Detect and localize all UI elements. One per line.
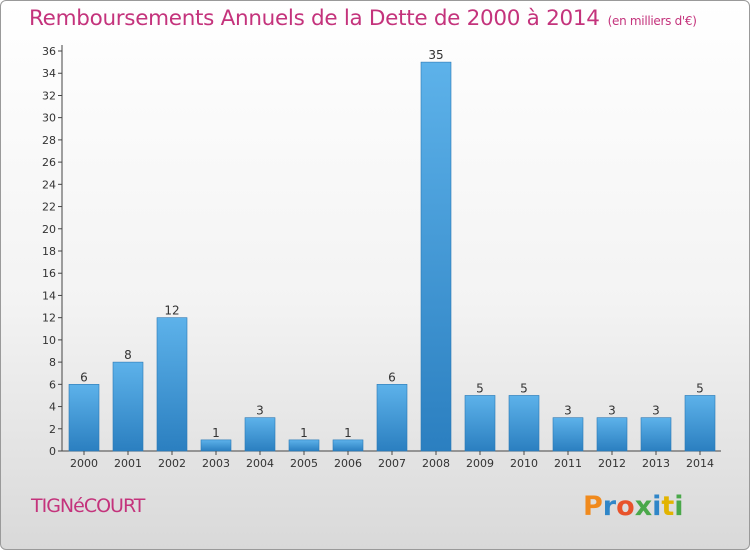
y-tick-label: 8 (49, 356, 56, 369)
x-tick-label: 2004 (246, 457, 274, 470)
bar (332, 439, 364, 452)
bar (112, 361, 144, 452)
value-label: 3 (256, 404, 264, 418)
logo-letter: x (634, 491, 653, 522)
x-tick-label: 2011 (554, 457, 582, 470)
value-label: 3 (652, 404, 660, 418)
y-tick-label: 34 (42, 67, 56, 80)
bar (200, 439, 232, 452)
y-tick-label: 10 (42, 334, 56, 347)
value-label: 5 (520, 381, 528, 395)
x-tick-label: 2000 (70, 457, 98, 470)
bar (464, 395, 496, 452)
logo-letter: i (674, 491, 684, 522)
x-tick-label: 2012 (598, 457, 626, 470)
value-label: 3 (564, 404, 572, 418)
value-label: 3 (608, 404, 616, 418)
chart-title: Remboursements Annuels de la Dette de 20… (29, 6, 697, 31)
value-label: 6 (388, 370, 396, 384)
y-tick-label: 0 (49, 445, 56, 458)
value-label: 6 (80, 370, 88, 384)
y-tick-label: 24 (42, 178, 56, 191)
bar (68, 384, 100, 452)
y-tick-label: 22 (42, 201, 56, 214)
y-tick-label: 16 (42, 267, 56, 280)
bar (552, 417, 584, 452)
y-tick-label: 2 (49, 423, 56, 436)
y-tick-label: 28 (42, 134, 56, 147)
chart-title-text: Remboursements Annuels de la Dette de 20… (29, 6, 600, 31)
y-tick-label: 30 (42, 112, 56, 125)
logo-letter: t (661, 491, 675, 522)
bar (508, 395, 540, 452)
commune-name: TIGNéCOURT (31, 495, 145, 517)
value-label: 1 (300, 426, 308, 440)
bar (640, 417, 672, 452)
x-tick-label: 2003 (202, 457, 230, 470)
value-label: 5 (696, 381, 704, 395)
x-tick-label: 2014 (686, 457, 714, 470)
y-tick-label: 4 (49, 401, 56, 414)
value-label: 1 (344, 426, 352, 440)
value-label: 8 (124, 348, 132, 362)
bar (288, 439, 320, 452)
unit-label: (en milliers d'€) (607, 14, 697, 28)
x-tick-label: 2013 (642, 457, 670, 470)
proxiti-logo: Proxiti (583, 491, 684, 522)
logo-letter: o (616, 491, 635, 522)
bar (244, 417, 276, 452)
y-tick-label: 14 (42, 289, 56, 302)
x-tick-label: 2002 (158, 457, 186, 470)
logo-letter: r (602, 491, 617, 522)
y-tick-label: 12 (42, 312, 56, 325)
value-label: 12 (164, 304, 179, 318)
bar (684, 395, 716, 452)
logo-letter: P (583, 491, 603, 522)
x-tick-label: 2006 (334, 457, 362, 470)
x-tick-label: 2005 (290, 457, 318, 470)
y-tick-label: 36 (42, 45, 56, 58)
bar (156, 317, 188, 452)
x-tick-label: 2010 (510, 457, 538, 470)
x-tick-label: 2009 (466, 457, 494, 470)
x-tick-label: 2007 (378, 457, 406, 470)
bar-chart: 0246810121416182022242628303234366200082… (42, 45, 721, 470)
value-label: 35 (428, 48, 443, 62)
value-label: 5 (476, 381, 484, 395)
y-tick-label: 26 (42, 156, 56, 169)
logo-letter: i (652, 491, 662, 522)
y-tick-label: 6 (49, 378, 56, 391)
x-tick-label: 2001 (114, 457, 142, 470)
bar (376, 384, 408, 452)
x-tick-label: 2008 (422, 457, 450, 470)
y-tick-label: 20 (42, 223, 56, 236)
y-tick-label: 32 (42, 89, 56, 102)
y-tick-label: 18 (42, 245, 56, 258)
bar (596, 417, 628, 452)
value-label: 1 (212, 426, 220, 440)
bar (420, 61, 452, 452)
